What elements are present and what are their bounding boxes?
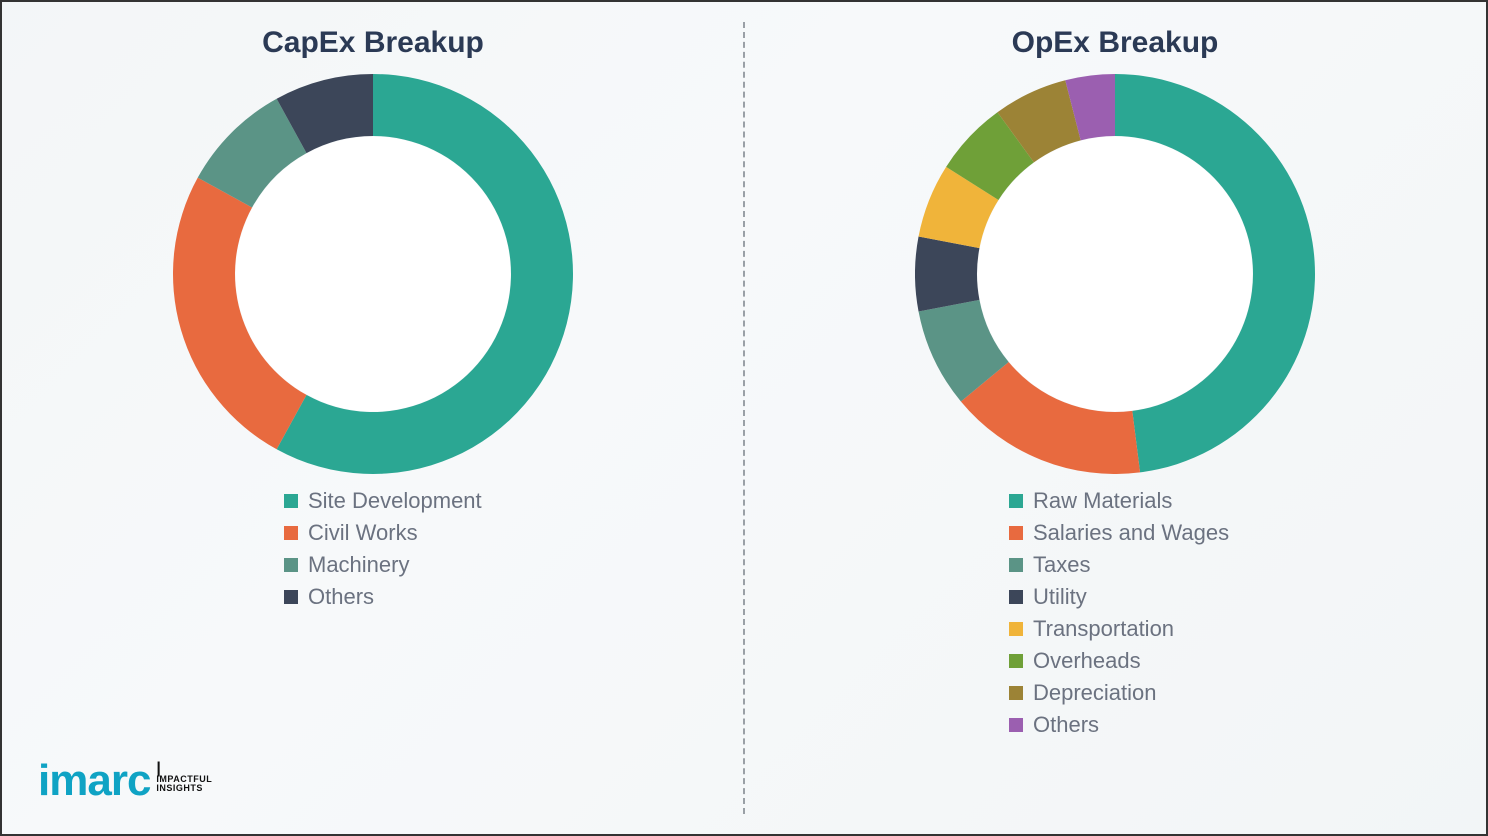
legend-label: Salaries and Wages xyxy=(1033,520,1229,546)
legend-label: Overheads xyxy=(1033,648,1141,674)
legend-label: Utility xyxy=(1033,584,1087,610)
legend-label: Others xyxy=(308,584,374,610)
donut-hole xyxy=(236,137,511,412)
legend-label: Depreciation xyxy=(1033,680,1157,706)
legend-item: Overheads xyxy=(1009,648,1229,674)
legend-swatch xyxy=(1009,622,1023,636)
donut-slice xyxy=(915,237,979,312)
legend-label: Taxes xyxy=(1033,552,1090,578)
donut-hole xyxy=(978,137,1253,412)
legend-item: Civil Works xyxy=(284,520,482,546)
opex-donut xyxy=(915,74,1315,474)
legend-swatch xyxy=(1009,718,1023,732)
opex-donut-wrap xyxy=(915,74,1315,474)
legend-item: Transportation xyxy=(1009,616,1229,642)
legend-swatch xyxy=(284,494,298,508)
legend-swatch xyxy=(1009,590,1023,604)
legend-swatch xyxy=(1009,654,1023,668)
legend-swatch xyxy=(284,558,298,572)
brand-logo-sub: IMPACTFUL INSIGHTS xyxy=(156,775,212,793)
legend-swatch xyxy=(284,590,298,604)
legend-swatch xyxy=(1009,686,1023,700)
legend-label: Site Development xyxy=(308,488,482,514)
legend-item: Machinery xyxy=(284,552,482,578)
panel-divider xyxy=(743,22,745,814)
legend-label: Civil Works xyxy=(308,520,418,546)
legend-label: Raw Materials xyxy=(1033,488,1172,514)
legend-label: Transportation xyxy=(1033,616,1174,642)
legend-swatch xyxy=(1009,558,1023,572)
opex-panel: OpEx Breakup Raw Materials Salaries and W… xyxy=(744,2,1486,834)
capex-legend: Site Development Civil Works Machinery Othe… xyxy=(284,488,482,610)
charts-container: CapEx Breakup Site Development Civil Work… xyxy=(2,2,1486,834)
legend-swatch xyxy=(1009,526,1023,540)
legend-swatch xyxy=(284,526,298,540)
legend-item: Others xyxy=(1009,712,1229,738)
legend-swatch xyxy=(1009,494,1023,508)
legend-item: Salaries and Wages xyxy=(1009,520,1229,546)
opex-title: OpEx Breakup xyxy=(1012,26,1219,60)
brand-logo: imarc | IMPACTFUL INSIGHTS xyxy=(38,756,212,806)
legend-item: Taxes xyxy=(1009,552,1229,578)
legend-item: Site Development xyxy=(284,488,482,514)
brand-logo-tag: | IMPACTFUL INSIGHTS xyxy=(156,769,212,793)
legend-item: Raw Materials xyxy=(1009,488,1229,514)
legend-item: Others xyxy=(284,584,482,610)
opex-legend: Raw Materials Salaries and Wages Taxes Util… xyxy=(1009,488,1229,738)
legend-item: Utility xyxy=(1009,584,1229,610)
legend-label: Others xyxy=(1033,712,1099,738)
capex-panel: CapEx Breakup Site Development Civil Work… xyxy=(2,2,744,834)
capex-title: CapEx Breakup xyxy=(262,26,484,60)
capex-donut-wrap xyxy=(173,74,573,474)
brand-logo-sub2: INSIGHTS xyxy=(156,784,212,793)
legend-label: Machinery xyxy=(308,552,409,578)
legend-item: Depreciation xyxy=(1009,680,1229,706)
brand-logo-word: imarc xyxy=(38,756,150,806)
capex-donut xyxy=(173,74,573,474)
